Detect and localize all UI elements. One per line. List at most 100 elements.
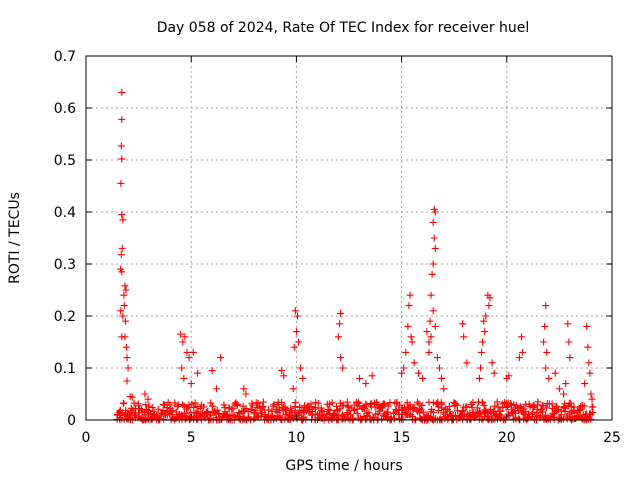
data-point <box>328 399 336 407</box>
data-point <box>415 400 423 408</box>
data-point <box>533 409 541 417</box>
data-point <box>407 333 415 341</box>
data-point <box>178 364 186 372</box>
data-point <box>291 307 299 315</box>
data-point <box>586 369 594 377</box>
y-tick-label: 0.5 <box>54 153 76 169</box>
data-point <box>118 268 126 276</box>
data-point <box>215 410 223 418</box>
data-point <box>299 374 307 382</box>
data-point <box>381 401 389 409</box>
data-point <box>545 374 553 382</box>
data-point <box>241 407 249 415</box>
data-point <box>491 402 499 410</box>
data-point <box>587 390 595 398</box>
data-point <box>467 415 475 423</box>
data-point <box>178 411 186 419</box>
data-point <box>380 400 388 408</box>
data-point <box>361 405 369 413</box>
data-point <box>353 409 361 417</box>
data-point <box>488 359 496 367</box>
data-point <box>570 403 578 411</box>
data-point <box>561 408 569 416</box>
data-point <box>118 211 126 219</box>
data-point <box>148 404 156 412</box>
data-point <box>120 302 128 310</box>
data-point <box>400 364 408 372</box>
data-point <box>183 405 191 413</box>
data-point <box>174 402 182 410</box>
data-point <box>429 260 437 268</box>
data-point <box>179 338 187 346</box>
data-point <box>504 410 512 418</box>
data-point <box>130 399 138 407</box>
data-point <box>181 333 189 341</box>
data-point <box>293 415 301 423</box>
data-point <box>229 404 237 412</box>
data-point <box>480 401 488 409</box>
data-point <box>505 372 513 380</box>
y-tick-labels: 0 0.1 0.2 0.3 0.4 0.5 0.6 0.7 <box>54 49 76 429</box>
data-point <box>317 406 325 414</box>
data-point <box>324 405 332 413</box>
data-point <box>411 415 419 423</box>
data-point <box>169 406 177 414</box>
data-point <box>587 415 595 423</box>
data-point <box>307 403 315 411</box>
x-tick-label: 10 <box>287 430 305 446</box>
data-point <box>289 385 297 393</box>
data-point <box>413 398 421 406</box>
data-point <box>314 399 322 407</box>
data-point <box>183 348 191 356</box>
data-point <box>404 322 412 330</box>
data-point <box>543 348 551 356</box>
data-point <box>585 359 593 367</box>
y-tick-label: 0.7 <box>54 49 76 65</box>
data-point <box>530 402 538 410</box>
data-point <box>477 410 485 418</box>
data-point <box>259 402 267 410</box>
data-point <box>251 406 259 414</box>
data-point <box>123 354 131 362</box>
data-point <box>118 115 126 123</box>
data-point <box>410 359 418 367</box>
data-point <box>485 302 493 310</box>
data-point <box>497 407 505 415</box>
data-point <box>160 415 168 423</box>
data-point <box>154 405 162 413</box>
data-point <box>336 320 344 328</box>
data-point <box>588 395 596 403</box>
data-point <box>240 385 248 393</box>
data-point <box>180 374 188 382</box>
data-point <box>179 401 187 409</box>
data-point <box>542 364 550 372</box>
data-point <box>365 408 373 416</box>
data-point <box>493 398 501 406</box>
data-point <box>564 320 572 328</box>
data-point <box>445 407 453 415</box>
data-point <box>406 291 414 299</box>
data-point <box>208 367 216 375</box>
data-point <box>516 403 524 411</box>
data-point <box>431 208 439 216</box>
data-point <box>427 333 435 341</box>
data-point <box>477 364 484 372</box>
data-point <box>119 216 127 224</box>
data-point <box>291 403 299 411</box>
data-point <box>293 312 301 320</box>
data-point <box>567 399 575 407</box>
data-point <box>459 320 467 328</box>
y-tick-label: 0.1 <box>54 361 76 377</box>
data-point <box>419 374 427 382</box>
data-point <box>537 406 545 414</box>
data-point <box>121 282 129 290</box>
data-point <box>542 404 550 412</box>
data-point <box>425 348 433 356</box>
data-point <box>463 359 471 367</box>
x-tick-label: 15 <box>393 430 411 446</box>
data-point <box>402 348 410 356</box>
data-point <box>429 409 437 417</box>
data-point <box>297 364 305 372</box>
data-point <box>206 411 214 419</box>
data-point <box>122 343 130 351</box>
